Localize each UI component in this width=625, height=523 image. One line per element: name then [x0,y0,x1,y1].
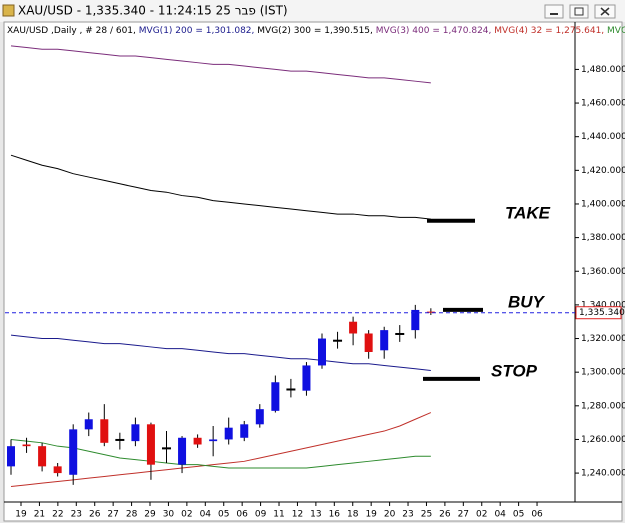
x-tick-label: 29 [144,510,156,520]
header-symbol: XAU/USD ,Daily , # 28 / 601, [7,26,136,36]
x-tick-label: 22 [52,510,63,520]
candle-body [53,466,62,474]
y-tick-label: 1,440.000 [581,132,625,142]
level-annotation: TAKE [505,203,551,222]
chart-header: XAU/USD ,Daily , # 28 / 601, MVG(1) 200 … [7,26,625,36]
close-icon [600,7,610,16]
candle-body [100,419,109,443]
x-tick-label: 21 [34,510,45,520]
y-tick-label: 1,380.000 [581,233,625,243]
minimize-button[interactable] [544,4,564,19]
candle-body [22,444,31,447]
candle-body [115,438,125,441]
moving-average-line [10,45,431,84]
x-tick-label: 09 [255,510,267,520]
candle-body [395,332,405,335]
maximize-button[interactable] [569,4,589,19]
y-tick-label: 1,260.000 [581,435,625,445]
x-tick-label: 19 [15,510,27,520]
x-tick-label: 25 [421,510,432,520]
candle-body [69,429,78,475]
x-tick-label: 02 [476,510,487,520]
legend-entry: MVG(3) 400 = 1,470.824, [376,26,492,36]
legend-entry: MVG(5) 64 = 1,250.356 [607,26,625,36]
x-tick-label: 11 [273,510,284,520]
x-tick-label: 20 [384,510,396,520]
moving-average-line [10,154,431,220]
window-title: XAU/USD - 1,335.340 - 11:24:15 פבר 25 (I… [18,4,288,18]
moving-average-line [10,334,431,371]
legend-entry: MVG(2) 300 = 1,390.515, [257,26,373,36]
y-tick-label: 1,460.000 [581,99,625,109]
candle-body [209,439,218,442]
x-tick-label: 16 [329,510,341,520]
candle-body [240,424,249,438]
maximize-icon [574,7,584,16]
y-tick-label: 1,320.000 [581,334,625,344]
x-tick-label: 26 [439,510,451,520]
x-tick-label: 30 [163,510,175,520]
y-tick-label: 1,480.000 [581,65,625,75]
candle-body [146,424,155,465]
level-annotation: BUY [508,292,546,311]
candle-body [333,339,343,342]
candle-body [193,437,202,445]
window-buttons[interactable] [544,4,616,19]
candle-body [302,365,311,391]
x-tick-label: 18 [347,510,359,520]
candle-body [224,427,233,440]
x-tick-label: 23 [71,510,82,520]
x-tick-label: 02 [181,510,192,520]
moving-average-line [10,412,432,488]
candle-body [364,333,373,352]
y-tick-label: 1,300.000 [581,368,625,378]
candle-body [38,446,47,467]
last-price-label: 1,335.340 [579,308,625,318]
x-tick-label: 06 [531,510,543,520]
x-tick-label: 05 [513,510,524,520]
candle-body [426,311,435,313]
candle-body [84,419,93,430]
candle-body [7,446,15,467]
title-bar [0,0,625,22]
x-tick-label: 28 [126,510,138,520]
candle-body [380,330,389,351]
y-tick-label: 1,340.000 [581,300,625,310]
candle-body [131,424,140,442]
candle-body [318,338,326,366]
candle-body [178,437,187,465]
last-price-box [575,306,622,320]
x-tick-label: 12 [292,510,303,520]
x-tick-label: 26 [89,510,101,520]
window-icon [2,4,15,17]
candle-body [286,388,296,391]
candle-body [255,409,264,425]
y-tick-label: 1,420.000 [581,166,625,176]
y-tick-label: 1,360.000 [581,267,625,277]
legend-entry: MVG(4) 32 = 1,275.641, [494,26,604,36]
candle-body [411,309,420,331]
candle-body [349,321,358,334]
x-tick-label: 04 [200,510,212,520]
candle-body [162,447,171,450]
y-tick-label: 1,400.000 [581,199,625,209]
y-tick-label: 1,280.000 [581,401,625,411]
legend-entry: MVG(1) 200 = 1,301.082, [139,26,255,36]
level-annotation: STOP [491,361,538,380]
moving-average-line [10,438,431,469]
candle-body [271,382,280,411]
x-tick-label: 13 [310,510,321,520]
x-tick-label: 04 [494,510,506,520]
x-tick-label: 06 [236,510,248,520]
x-tick-label: 05 [218,510,229,520]
x-tick-label: 27 [458,510,469,520]
y-tick-label: 1,240.000 [581,469,625,479]
x-tick-label: 23 [402,510,413,520]
x-tick-label: 27 [107,510,118,520]
x-tick-label: 19 [365,510,377,520]
